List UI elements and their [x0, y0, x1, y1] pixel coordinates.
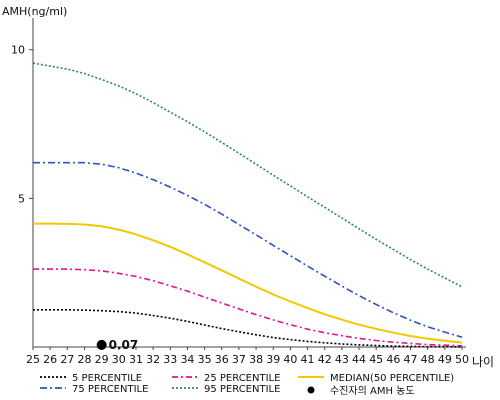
x-tick-label-25: 25 — [26, 353, 40, 366]
series-line-25-percentile — [33, 268, 463, 347]
x-tick-label-49: 49 — [438, 353, 452, 366]
x-tick-label-36: 36 — [215, 353, 229, 366]
y-tick-label-5: 5 — [18, 192, 25, 205]
legend-item-6-label: 수진자의 AMH 농도 — [330, 385, 415, 397]
y-tick-label-10: 10 — [11, 44, 25, 57]
legend-item-5-label: 95 PERCENTILE — [204, 384, 280, 395]
x-tick-label-28: 28 — [77, 353, 91, 366]
legend-item-4-label: 75 PERCENTILE — [72, 384, 148, 395]
x-tick-label-39: 39 — [266, 353, 280, 366]
x-tick-label-35: 35 — [198, 353, 212, 366]
series-layer — [32, 62, 463, 348]
x-tick-label-34: 34 — [180, 353, 194, 366]
x-tick-label-26: 26 — [43, 353, 57, 366]
x-tick-label-33: 33 — [163, 353, 177, 366]
y-axis-label: AMH(ng/ml) — [2, 5, 67, 18]
x-tick-label-48: 48 — [421, 353, 435, 366]
legend-item-6-swatch — [307, 386, 315, 394]
x-tick-label-50: 50 — [455, 353, 469, 366]
x-tick-label-47: 47 — [404, 353, 418, 366]
marker-layer: 0.07 — [96, 338, 139, 352]
x-tick-label-31: 31 — [129, 353, 143, 366]
x-tick-label-45: 45 — [369, 353, 383, 366]
x-tick-label-41: 41 — [301, 353, 315, 366]
x-axis-label: 나이 — [472, 355, 494, 369]
series-line-median-50-percentile — [33, 222, 463, 344]
x-tick-label-38: 38 — [249, 353, 263, 366]
legend-item-2-label: 25 PERCENTILE — [204, 373, 280, 384]
amh-marker-point — [96, 339, 107, 350]
legend: 5 PERCENTILE 25 PERCENTILE MEDIAN(50 PERCE… — [40, 373, 454, 397]
series-line-5-percentile — [33, 308, 463, 348]
x-tick-label-44: 44 — [352, 353, 366, 366]
x-tick-label-29: 29 — [95, 353, 109, 366]
x-tick-label-42: 42 — [318, 353, 332, 366]
amh-marker-label: 0.07 — [109, 338, 139, 352]
series-line-75-percentile — [33, 161, 463, 338]
x-tick-label-40: 40 — [283, 353, 297, 366]
series-line-95-percentile — [32, 62, 463, 288]
x-tick-label-46: 46 — [386, 353, 400, 366]
x-tick-label-30: 30 — [112, 353, 126, 366]
x-tick-label-37: 37 — [232, 353, 246, 366]
x-tick-label-27: 27 — [60, 353, 74, 366]
legend-item-1-label: 5 PERCENTILE — [72, 373, 142, 384]
legend-item-3-label: MEDIAN(50 PERCENTILE) — [330, 373, 454, 384]
x-tick-label-43: 43 — [335, 353, 349, 366]
x-tick-label-32: 32 — [146, 353, 160, 366]
